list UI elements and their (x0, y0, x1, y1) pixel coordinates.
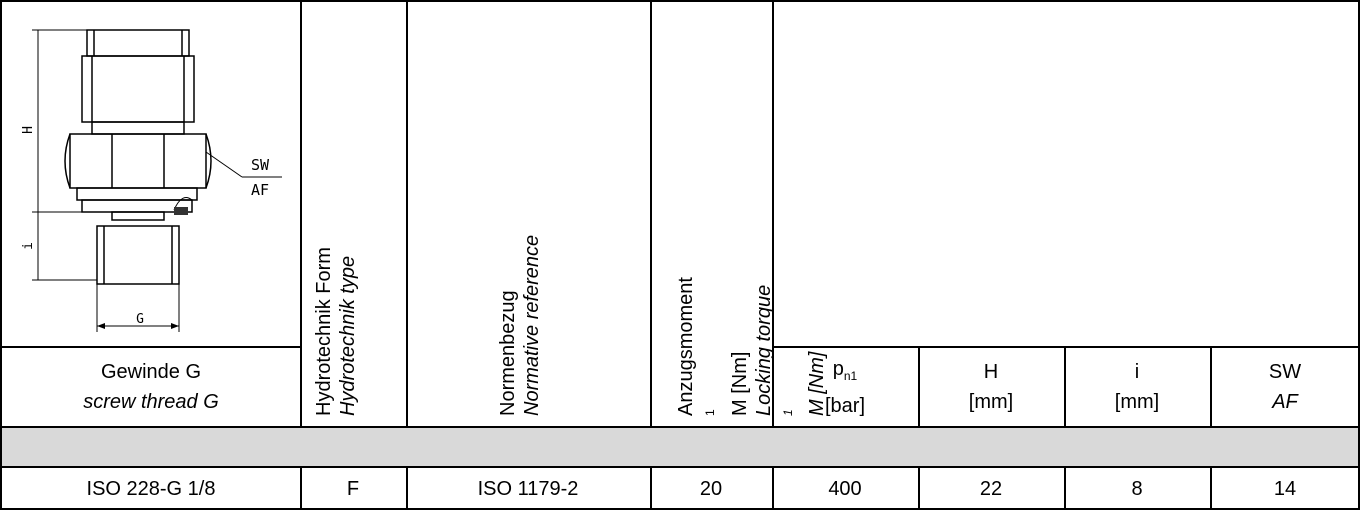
grid-line (918, 346, 920, 428)
grid-line (918, 466, 920, 510)
grid-line (0, 346, 300, 348)
grid-line (1210, 346, 1212, 428)
grid-line (0, 0, 1360, 2)
grid-line (1064, 346, 1066, 428)
grid-line (0, 426, 1360, 428)
grid-line (0, 0, 2, 510)
row-torque: 20 (699, 478, 723, 500)
header-h: H [mm] (968, 361, 1014, 413)
header-sw: SW AF (1268, 361, 1302, 413)
header-form: Hydrotechnik Form Hydrotechnik type (313, 247, 359, 416)
row-thread: ISO 228-G 1/8 (86, 478, 216, 500)
grid-line (406, 466, 408, 510)
grid-line (1064, 466, 1066, 510)
grid-line (0, 466, 1360, 468)
grid-line (300, 0, 302, 428)
header-thread: Gewinde G screw thread G (83, 361, 219, 413)
grid-line (772, 0, 774, 428)
row-h: 22 (979, 478, 1003, 500)
drawing-label-h: H (21, 126, 36, 134)
grid-line (772, 466, 774, 510)
fitting-drawing-icon: G SW AF H i (21, 29, 282, 332)
drawing-label-g: G (136, 312, 144, 327)
grid-line (0, 508, 1360, 510)
grid-line (406, 0, 408, 428)
header-torque: Anzugsmoment 1 M [Nm] Locking torque 1 M [… (675, 277, 829, 416)
row-form: F (346, 478, 360, 500)
drawing-label-i: i (21, 242, 36, 250)
row-sw: 14 (1273, 478, 1297, 500)
drawing-label-af: AF (251, 181, 269, 199)
grid-line (772, 346, 1360, 348)
row-i: 8 (1131, 478, 1143, 500)
grid-line (650, 0, 652, 428)
header-pn1: pn1 [bar] (824, 357, 866, 417)
header-norm: Normenbezug Normative reference (497, 234, 543, 416)
grid-line (300, 466, 302, 510)
header-i: i [mm] (1114, 361, 1160, 413)
drawing-label-sw: SW (251, 156, 270, 174)
row-pn1: 400 (828, 478, 862, 500)
grid-line (1210, 466, 1212, 510)
row-norm: ISO 1179-2 (477, 478, 579, 500)
grid-line (1358, 0, 1360, 510)
grid-line (650, 466, 652, 510)
section-band (2, 428, 1360, 466)
